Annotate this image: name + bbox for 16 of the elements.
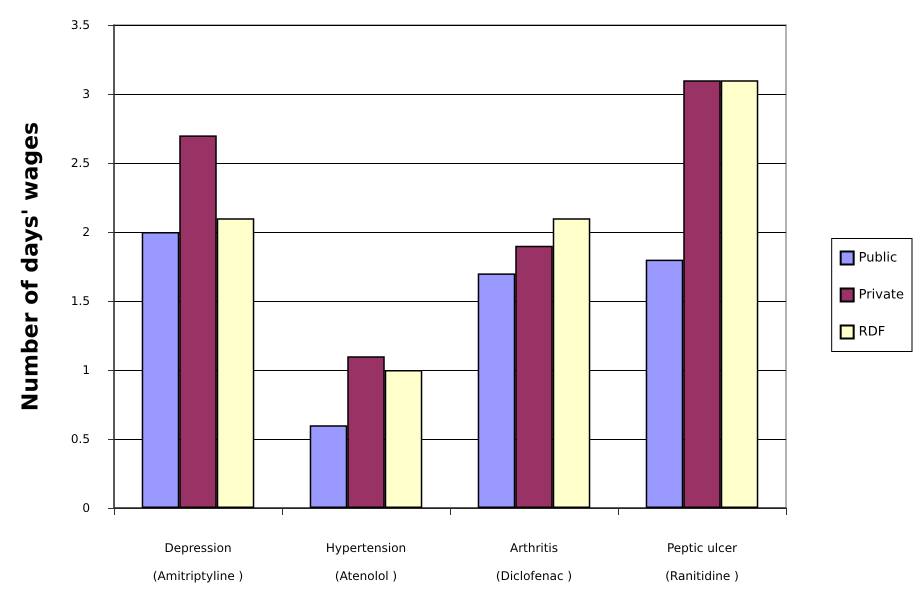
y-tick-label: 1.5	[70, 294, 90, 308]
y-tick-label: 3.5	[70, 18, 90, 32]
x-tick-label: Peptic ulcer (Ranitidine )	[665, 541, 739, 583]
legend-label: Private	[858, 288, 904, 302]
y-tick-label: 2	[82, 225, 90, 239]
y-tick-label: 3	[82, 87, 90, 101]
y-tick-label: 0.5	[70, 432, 90, 446]
legend-label: Public	[858, 250, 898, 266]
legend-label: RDF	[858, 324, 886, 340]
x-tick-label: Depression (Amitriptyline )	[152, 541, 244, 583]
x-tick-label: Hypertension (Atenolol )	[326, 541, 406, 583]
y-tick-label: 2.5	[70, 156, 90, 170]
x-tick-label: Arthritis (Diclofenac )	[496, 541, 572, 583]
y-axis-title: Number of days' wages	[18, 122, 44, 412]
y-tick-label: 0	[82, 501, 90, 515]
y-tick-label: 1	[82, 363, 90, 377]
